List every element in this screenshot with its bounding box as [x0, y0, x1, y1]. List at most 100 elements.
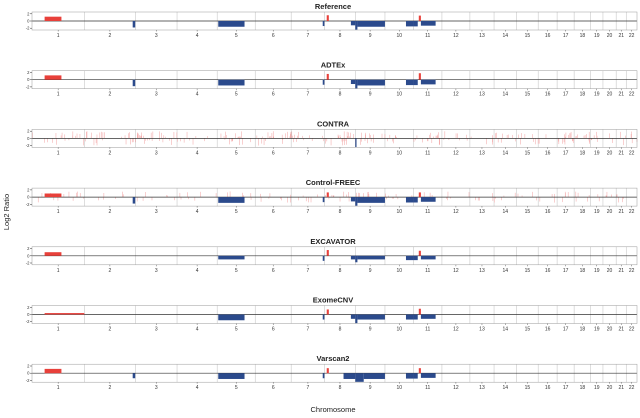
loss-segment	[357, 314, 385, 320]
panel-title: Varscan2	[317, 354, 350, 363]
loss-segment	[355, 314, 358, 324]
x-tick-label: 5	[235, 385, 238, 391]
loss-segment	[420, 255, 436, 260]
x-tick-label: 2	[108, 33, 111, 39]
loss-segment	[355, 138, 357, 148]
x-tick-label: 6	[272, 268, 275, 274]
gain-segment	[326, 15, 329, 21]
x-tick-label: 6	[272, 209, 275, 215]
x-tick-label: 11	[425, 209, 430, 215]
loss-segment	[420, 197, 436, 202]
x-tick-label: 22	[629, 33, 635, 39]
x-tick-label: 14	[503, 385, 509, 391]
panel-title: ADTEx	[321, 61, 346, 70]
x-tick-label: 12	[453, 327, 459, 333]
x-tick-label: 17	[563, 268, 569, 274]
y-tick-label: 0	[27, 136, 30, 141]
x-tick-label: 3	[155, 33, 158, 39]
y-tick-label: -2	[26, 26, 30, 31]
loss-segment	[405, 79, 414, 86]
x-tick-label: 21	[618, 33, 624, 39]
loss-segment	[420, 314, 436, 319]
loss-segment	[132, 79, 136, 87]
x-tick-label: 21	[618, 209, 624, 215]
x-tick-label: 13	[479, 209, 485, 215]
x-tick-label: 6	[272, 33, 275, 39]
loss-segment	[355, 79, 358, 89]
x-tick-label: 10	[396, 385, 402, 391]
loss-segment	[413, 21, 418, 27]
x-tick-label: 13	[479, 92, 485, 98]
gain-segment	[326, 368, 329, 374]
x-tick-label: 19	[594, 385, 600, 391]
loss-segment	[350, 79, 356, 85]
x-tick-label: 3	[155, 385, 158, 391]
x-tick-label: 17	[563, 327, 569, 333]
x-tick-label: 3	[155, 92, 158, 98]
x-tick-label: 21	[618, 327, 624, 333]
loss-segment	[343, 373, 356, 379]
loss-segment	[357, 21, 385, 27]
x-tick-label: 4	[196, 33, 199, 39]
loss-segment	[355, 255, 358, 263]
x-tick-label: 2	[108, 92, 111, 98]
x-tick-label: 19	[594, 209, 600, 215]
gain-segment	[418, 73, 421, 80]
x-tick-label: 12	[453, 209, 459, 215]
x-tick-label: 16	[545, 385, 551, 391]
gain-segment	[418, 192, 421, 198]
y-tick-label: 2	[27, 187, 30, 192]
x-tick-label: 14	[503, 327, 509, 333]
loss-segment	[218, 21, 245, 27]
x-tick-label: 15	[525, 209, 531, 215]
x-tick-label: 1	[57, 92, 60, 98]
x-tick-label: 19	[594, 92, 600, 98]
x-tick-label: 8	[339, 150, 342, 156]
x-tick-label: 12	[453, 150, 459, 156]
x-tick-label: 19	[594, 150, 600, 156]
x-tick-label: 2	[108, 268, 111, 274]
x-tick-label: 3	[155, 327, 158, 333]
x-tick-label: 17	[563, 209, 569, 215]
x-axis-label: Chromosome	[310, 405, 355, 414]
y-tick-label: 0	[27, 77, 30, 82]
x-tick-label: 18	[580, 150, 586, 156]
loss-segment	[405, 21, 414, 27]
x-tick-label: 12	[453, 33, 459, 39]
x-tick-label: 1	[57, 150, 60, 156]
x-tick-label: 8	[339, 385, 342, 391]
loss-segment	[350, 314, 356, 319]
x-tick-label: 8	[339, 209, 342, 215]
x-tick-label: 17	[563, 92, 569, 98]
x-tick-label: 20	[607, 268, 613, 274]
x-tick-label: 17	[563, 33, 569, 39]
x-tick-label: 11	[425, 92, 430, 98]
y-axis-label: Log2 Ratio	[2, 194, 11, 230]
loss-segment	[355, 197, 358, 206]
x-tick-label: 17	[563, 385, 569, 391]
loss-segment	[413, 197, 418, 203]
loss-segment	[413, 314, 418, 320]
x-tick-label: 22	[629, 327, 635, 333]
y-tick-label: -2	[26, 319, 30, 324]
x-tick-label: 5	[235, 209, 238, 215]
x-tick-label: 16	[545, 33, 551, 39]
loss-segment	[322, 21, 325, 27]
y-tick-label: 2	[27, 70, 30, 75]
x-tick-label: 18	[580, 92, 586, 98]
x-tick-label: 18	[580, 209, 586, 215]
x-tick-label: 18	[580, 327, 586, 333]
x-tick-label: 7	[307, 92, 310, 98]
x-tick-label: 9	[369, 385, 372, 391]
x-tick-label: 10	[396, 150, 402, 156]
y-tick-label: 2	[27, 305, 30, 310]
x-tick-label: 7	[307, 268, 310, 274]
x-tick-label: 1	[57, 327, 60, 333]
loss-segment	[132, 21, 136, 28]
x-tick-label: 20	[607, 209, 613, 215]
loss-segment	[357, 255, 385, 260]
